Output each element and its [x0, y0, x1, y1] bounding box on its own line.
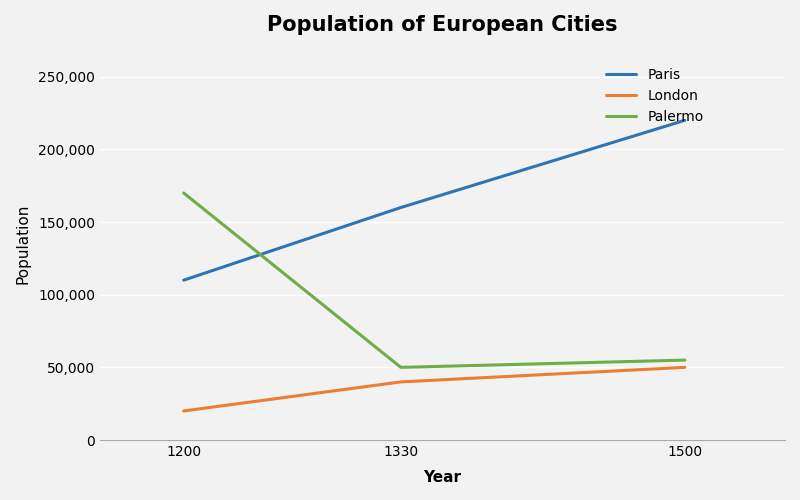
- Line: Palermo: Palermo: [184, 193, 685, 368]
- Y-axis label: Population: Population: [15, 204, 30, 284]
- X-axis label: Year: Year: [423, 470, 462, 485]
- Palermo: [680, 357, 690, 363]
- Paris: [179, 277, 189, 283]
- Paris: [680, 118, 690, 124]
- Palermo: [396, 364, 406, 370]
- Legend: Paris, London, Palermo: Paris, London, Palermo: [600, 62, 710, 130]
- Line: Paris: Paris: [184, 120, 685, 280]
- Title: Population of European Cities: Population of European Cities: [267, 15, 618, 35]
- Palermo: [179, 190, 189, 196]
- London: [179, 408, 189, 414]
- London: [396, 379, 406, 385]
- London: [680, 364, 690, 370]
- Line: London: London: [184, 368, 685, 411]
- Paris: [396, 204, 406, 210]
